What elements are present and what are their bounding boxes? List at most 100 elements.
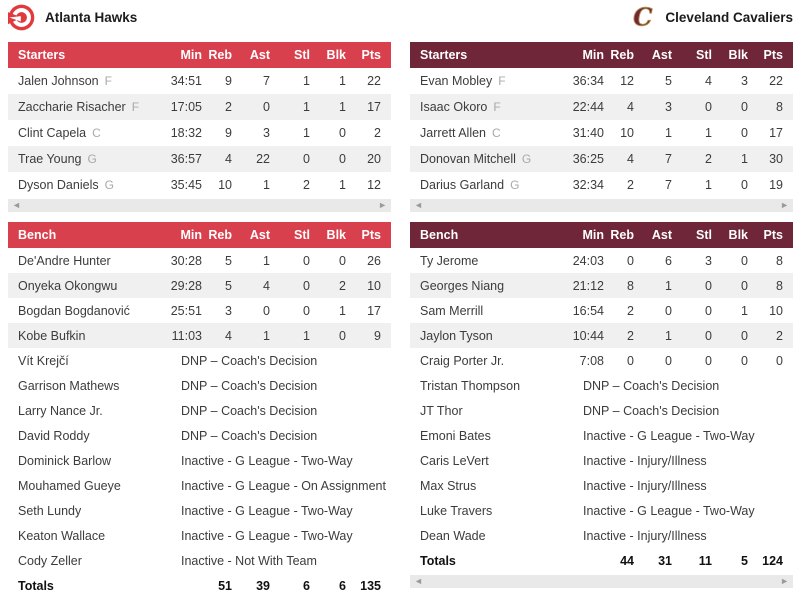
player-status: DNP – Coach's Decision	[583, 378, 720, 393]
table-row: Keaton Wallace Inactive - G League - Two-…	[8, 523, 391, 548]
player-name-cell: Donovan Mitchell G	[410, 152, 552, 166]
player-status: Inactive - G League - On Assignment	[181, 478, 386, 493]
stat-value: 10	[218, 178, 232, 192]
player-name: Jarrett Allen	[420, 126, 487, 140]
player-status: Inactive - Injury/Illness	[583, 478, 707, 493]
table-row: Ty Jerome 24:03 0 6 3 0 8	[410, 248, 793, 273]
player-name-cell: Sam Merrill	[410, 304, 552, 318]
table-row: Tristan Thompson DNP – Coach's Decision	[410, 373, 793, 398]
svg-text:C: C	[634, 4, 654, 31]
stat-value: 3	[665, 100, 672, 114]
player-position: G	[510, 178, 520, 192]
horizontal-scrollbar[interactable]: ◄ ►	[410, 575, 793, 588]
stat-value: 5	[225, 278, 232, 293]
stat-value: 22	[256, 152, 270, 166]
scroll-left-icon[interactable]: ◄	[414, 576, 423, 586]
scroll-left-icon[interactable]: ◄	[12, 200, 21, 210]
col-header-stl: Stl	[696, 48, 712, 62]
team-column-hawks: Atlanta Hawks Starters Min Reb Ast Stl Blk Pts J…	[8, 0, 391, 599]
player-name: Seth Lundy	[18, 503, 82, 518]
stat-value: 1	[741, 303, 748, 318]
stat-value: 1	[339, 100, 346, 114]
col-header-pts: Pts	[361, 48, 381, 62]
player-name-cell: Jarrett Allen C	[410, 126, 552, 140]
stat-value: 5	[665, 74, 672, 88]
player-name-cell: Tristan Thompson	[410, 379, 583, 393]
totals-value: 44	[620, 554, 634, 568]
stat-value: 3	[225, 303, 232, 318]
col-header-min: Min	[582, 48, 604, 62]
table-row: Zaccharie Risacher F 17:05 2 0 1 1 17	[8, 94, 391, 120]
team-header: Atlanta Hawks	[8, 3, 391, 32]
player-status: Inactive - G League - Two-Way	[181, 453, 353, 468]
scroll-right-icon[interactable]: ►	[378, 200, 387, 210]
player-name-cell: Darius Garland G	[410, 178, 552, 192]
player-name: Emoni Bates	[420, 428, 491, 443]
horizontal-scrollbar[interactable]: ◄ ►	[410, 199, 793, 212]
player-name-cell: Jalen Johnson F	[8, 74, 150, 88]
player-name: Jalen Johnson	[18, 74, 99, 88]
section-starters: Starters Min Reb Ast Stl Blk Pts Jalen Johnson F…	[8, 42, 391, 212]
scroll-left-icon[interactable]: ◄	[414, 200, 423, 210]
section-title: Bench	[18, 228, 57, 242]
section-title: Starters	[18, 48, 66, 62]
team-column-cavaliers: C Cleveland Cavaliers Starters Min Reb Ast Stl…	[410, 0, 793, 599]
player-position: F	[498, 74, 506, 88]
col-header-pts: Pts	[361, 228, 381, 242]
stat-value: 0	[741, 328, 748, 343]
stat-value: 1	[263, 253, 270, 268]
stat-value: 18:32	[170, 126, 202, 140]
player-name-cell: David Roddy	[8, 429, 181, 443]
stat-value: 25:51	[170, 303, 202, 318]
stat-value: 0	[263, 303, 270, 318]
player-name: Clint Capela	[18, 126, 87, 140]
horizontal-scrollbar[interactable]: ◄ ►	[8, 199, 391, 212]
stat-value: 4	[705, 74, 712, 88]
table-header: Starters Min Reb Ast Stl Blk Pts	[8, 42, 391, 68]
col-header-blk: Blk	[326, 228, 346, 242]
table-row: Isaac Okoro F 22:44 4 3 0 0 8	[410, 94, 793, 120]
player-name: Garrison Mathews	[18, 378, 120, 393]
table-row: Cody Zeller Inactive - Not With Team	[8, 548, 391, 573]
stat-value: 0	[339, 126, 346, 140]
player-name: Craig Porter Jr.	[420, 353, 505, 368]
stat-value: 8	[776, 100, 783, 114]
stat-value: 0	[339, 253, 346, 268]
player-name-cell: Kobe Bufkin	[8, 329, 150, 343]
stat-value: 36:25	[572, 152, 604, 166]
stat-value: 0	[665, 303, 672, 318]
player-name-cell: Larry Nance Jr.	[8, 404, 181, 418]
player-position: G	[521, 152, 532, 166]
player-status: DNP – Coach's Decision	[181, 378, 318, 393]
col-header-ast: Ast	[651, 48, 672, 62]
stat-value: 0	[741, 353, 748, 368]
stat-value: 8	[776, 253, 783, 268]
stat-value: 24:03	[572, 253, 604, 268]
totals-value: 6	[303, 579, 310, 593]
totals-value: 5	[741, 554, 748, 568]
col-header-reb: Reb	[208, 48, 232, 62]
player-name-cell: Georges Niang	[410, 279, 552, 293]
player-status: DNP – Coach's Decision	[181, 353, 318, 368]
section-title: Starters	[420, 48, 468, 62]
stat-value: 1	[303, 328, 310, 343]
stat-value: 1	[263, 178, 270, 192]
player-status: Inactive - Injury/Illness	[583, 453, 707, 468]
col-header-blk: Blk	[728, 228, 748, 242]
stat-value: 1	[665, 328, 672, 343]
player-name: Caris LeVert	[420, 453, 489, 468]
section-title: Bench	[420, 228, 459, 242]
stat-value: 0	[263, 100, 270, 114]
stat-value: 0	[303, 253, 310, 268]
table-row: Sam Merrill 16:54 2 0 0 1 10	[410, 298, 793, 323]
col-header-min: Min	[582, 228, 604, 242]
player-name: Mouhamed Gueye	[18, 478, 121, 493]
player-name: Max Strus	[420, 478, 477, 493]
player-position: G	[104, 178, 114, 192]
scroll-right-icon[interactable]: ►	[780, 576, 789, 586]
player-name-cell: Bogdan Bogdanović	[8, 304, 150, 318]
player-name: Dean Wade	[420, 528, 486, 543]
player-name-cell: Seth Lundy	[8, 504, 181, 518]
scroll-right-icon[interactable]: ►	[780, 200, 789, 210]
